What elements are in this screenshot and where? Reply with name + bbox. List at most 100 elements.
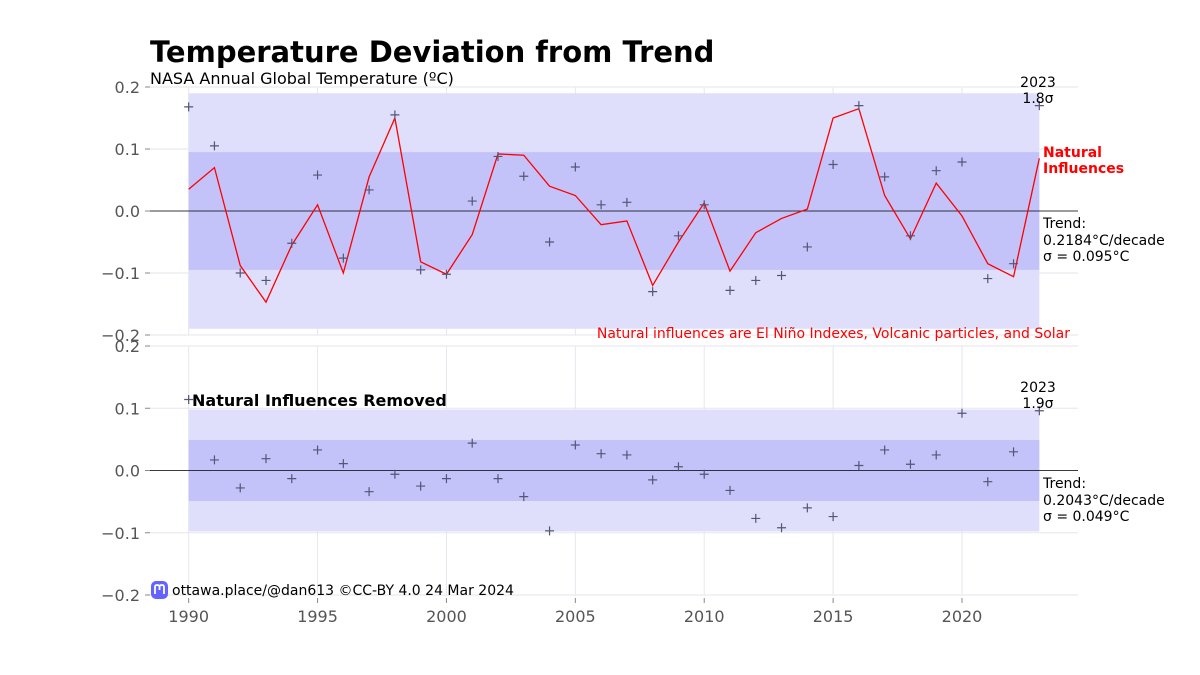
top-data-point	[880, 172, 890, 182]
top-data-point	[905, 231, 915, 241]
bottom-data-point	[416, 481, 426, 491]
bottom-y-tick-label: −0.2	[101, 586, 140, 605]
bottom-panel: 0.2 0.1 0.0 −0.1 −0.2	[101, 337, 1078, 605]
bottom-sigma-label: σ = 0.049°C	[1043, 509, 1130, 525]
bottom-data-point	[184, 395, 194, 405]
bottom-data-point	[1009, 447, 1019, 457]
bottom-data-point	[364, 487, 374, 497]
bottom-data-point	[209, 455, 219, 465]
bottom-data-point	[854, 461, 864, 471]
bottom-data-point	[828, 512, 838, 522]
top-last-sigma-label: 1.8σ	[1022, 91, 1053, 107]
x-axis: 1990 1995 2000 2005 2010 2015 2020	[168, 598, 982, 626]
x-tick-label: 2005	[555, 607, 596, 626]
top-panel-subtitle: NASA Annual Global Temperature (ºC)	[150, 69, 454, 88]
bottom-data-point	[777, 523, 787, 533]
top-data-point	[725, 285, 735, 295]
top-data-point	[184, 102, 194, 112]
top-data-point	[699, 200, 709, 210]
bottom-data-point	[261, 454, 271, 464]
top-data-point	[545, 237, 555, 247]
top-data-point	[854, 101, 864, 111]
x-tick-label: 2000	[426, 607, 467, 626]
top-data-point	[416, 265, 426, 275]
top-data-point	[441, 269, 451, 279]
bottom-data-point	[957, 408, 967, 418]
bottom-data-point	[235, 483, 245, 493]
top-data-point	[313, 170, 323, 180]
bottom-data-point	[313, 445, 323, 455]
bottom-data-point	[725, 485, 735, 495]
bottom-data-point	[545, 526, 555, 536]
top-data-point	[777, 270, 787, 280]
bottom-data-point	[931, 450, 941, 460]
x-tick-label: 2010	[684, 607, 725, 626]
bottom-panel-title: Natural Influences Removed	[192, 391, 447, 410]
bottom-data-point	[493, 474, 503, 484]
top-data-point	[751, 275, 761, 285]
top-data-point	[931, 166, 941, 176]
bottom-data-point	[648, 475, 658, 485]
natural-influences-label-line2: Influences	[1043, 161, 1124, 177]
top-data-point	[802, 242, 812, 252]
top-data-point	[648, 287, 658, 297]
top-data-point	[1034, 101, 1044, 111]
bottom-data-point	[338, 459, 348, 469]
top-panel: 0.2 0.1 0.0 −0.1 −0.2	[101, 78, 1078, 345]
top-data-point	[209, 141, 219, 151]
top-data-point	[338, 253, 348, 263]
top-data-point	[519, 171, 529, 181]
top-y-tick-label: 0.0	[115, 202, 140, 221]
mastodon-icon	[151, 581, 168, 599]
x-tick-label: 1995	[297, 607, 338, 626]
bottom-data-point	[673, 462, 683, 472]
bottom-last-year-label: 2023	[1020, 380, 1056, 396]
natural-influences-note: Natural influences are El Niño Indexes, …	[597, 326, 1070, 342]
top-data-point	[467, 196, 477, 206]
top-y-tick-label: −0.1	[101, 264, 140, 283]
x-tick-label: 1990	[168, 607, 209, 626]
bottom-data-point	[519, 492, 529, 502]
top-data-point	[983, 274, 993, 284]
top-data-point	[1009, 259, 1019, 269]
top-data-point	[364, 185, 374, 195]
bottom-data-point	[751, 513, 761, 523]
bottom-data-point	[983, 477, 993, 487]
bottom-trend-label: Trend:	[1042, 476, 1086, 492]
top-y-tick-label: 0.2	[115, 78, 140, 97]
bottom-data-point	[467, 438, 477, 448]
top-last-year-label: 2023	[1020, 75, 1056, 91]
natural-influences-label-line1: Natural	[1043, 145, 1102, 161]
footer-credit: ottawa.place/@dan613 ©CC-BY 4.0 24 Mar 2…	[172, 583, 514, 599]
bottom-data-point	[441, 474, 451, 484]
top-data-point	[596, 200, 606, 210]
bottom-data-point	[905, 459, 915, 469]
bottom-y-tick-label: 0.1	[115, 399, 140, 418]
bottom-y-tick-label: 0.2	[115, 337, 140, 356]
top-sigma-label: σ = 0.095°C	[1043, 249, 1130, 265]
top-data-point	[673, 231, 683, 241]
bottom-data-point	[390, 469, 400, 479]
top-data-point	[957, 157, 967, 167]
top-data-point	[390, 110, 400, 120]
bottom-data-point	[570, 440, 580, 450]
top-series-line	[188, 107, 1040, 304]
bottom-data-point	[880, 445, 890, 455]
top-data-point	[235, 268, 245, 278]
top-y-tick-label: −0.2	[101, 326, 140, 345]
bottom-data-point	[596, 449, 606, 459]
top-data-point	[828, 160, 838, 169]
top-data-point	[622, 197, 632, 207]
top-trend-label: Trend:	[1042, 216, 1086, 232]
top-data-point	[493, 151, 503, 161]
top-data-point	[570, 162, 580, 172]
bottom-data-point	[699, 469, 709, 479]
bottom-data-point	[287, 474, 297, 484]
bottom-trend-rate: 0.2043°C/decade	[1043, 493, 1165, 509]
top-data-point	[287, 238, 297, 248]
bottom-data-point	[802, 503, 812, 513]
bottom-data-point	[1034, 406, 1044, 416]
top-y-tick-label: 0.1	[115, 140, 140, 159]
bottom-last-sigma-label: 1.9σ	[1022, 396, 1053, 412]
